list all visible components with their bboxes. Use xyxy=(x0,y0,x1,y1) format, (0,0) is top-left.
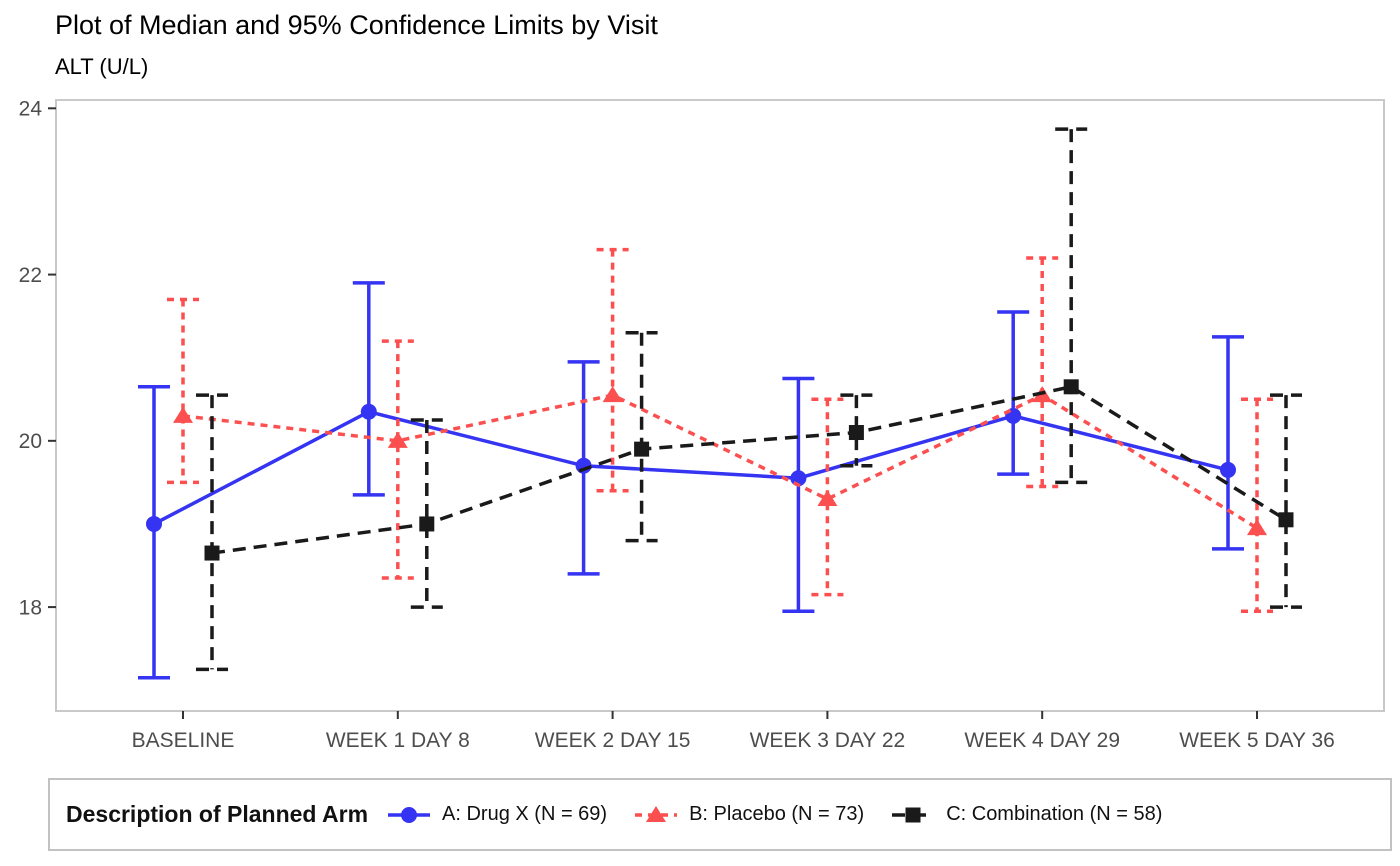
legend-circle-marker-icon xyxy=(388,806,431,823)
legend-triangle-marker-icon xyxy=(635,805,678,822)
x-tick-label: WEEK 1 DAY 8 xyxy=(326,729,470,752)
x-tick-label: BASELINE xyxy=(132,729,235,752)
legend-title: Description of Planned Arm xyxy=(66,801,369,827)
series-b xyxy=(167,247,1273,613)
legend-entry: C: Combination (N = 58) xyxy=(890,802,1162,828)
legend: Description of Planned Arm A: Drug X (N … xyxy=(48,778,1392,851)
x-tick-label: WEEK 5 DAY 36 xyxy=(1179,729,1335,752)
x-tick-label: WEEK 4 DAY 29 xyxy=(964,729,1120,752)
x-tick-label: WEEK 3 DAY 22 xyxy=(750,729,906,752)
legend-entry-label: A: Drug X (N = 69) xyxy=(442,803,608,825)
legend-entry-label: C: Combination (N = 58) xyxy=(946,803,1163,825)
chart-title: Plot of Median and 95% Confidence Limits… xyxy=(55,10,658,40)
legend-entry: A: Drug X (N = 69) xyxy=(386,802,607,828)
chart-subtitle: ALT (U/L) xyxy=(55,54,149,79)
series-a xyxy=(138,281,1244,680)
x-tick-label: WEEK 2 DAY 15 xyxy=(535,729,691,752)
median-ci-plot: 18 20 22 24 BASELINE WEEK 1 DAY 8 WEEK 2 DAY 1… xyxy=(19,98,1385,752)
y-tick-label: 22 xyxy=(19,264,42,287)
legend-entries: A: Drug X (N = 69) B: Placebo (N = 73) C: … xyxy=(386,802,1162,828)
y-tick-label: 18 xyxy=(19,596,42,619)
y-tick-label: 24 xyxy=(19,98,43,121)
legend-square-marker-icon xyxy=(892,807,935,822)
legend-entry-label: B: Placebo (N = 73) xyxy=(689,803,865,825)
legend-entry: B: Placebo (N = 73) xyxy=(633,802,864,828)
y-tick-label: 20 xyxy=(19,430,42,453)
series-c xyxy=(196,127,1302,672)
plot-border xyxy=(55,99,1385,712)
